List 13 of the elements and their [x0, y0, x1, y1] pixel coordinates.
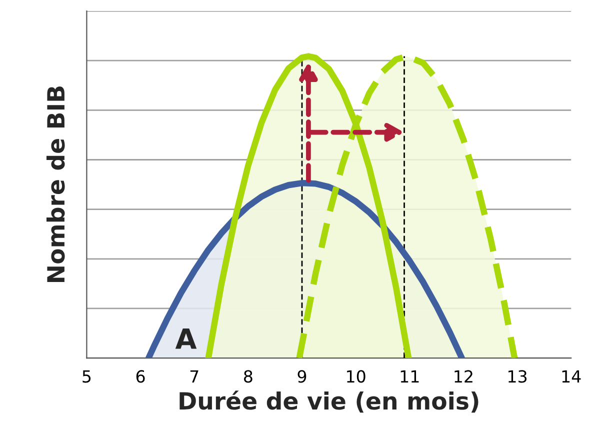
- x-tick-label: 10: [347, 370, 366, 383]
- x-tick-label: 13: [508, 370, 527, 383]
- x-tick-label: 11: [400, 370, 419, 382]
- x-tick-label: 14: [562, 370, 581, 382]
- annotation: A: [175, 328, 197, 349]
- x-tick-label: 6: [136, 370, 145, 383]
- x-tick-label: 8: [244, 370, 252, 383]
- x-tick-label: 7: [190, 370, 198, 382]
- x-tick-label: 12: [454, 370, 472, 382]
- x-axis-title: Durée de vie (en mois): [180, 390, 478, 413]
- x-tick-label: 5: [82, 370, 91, 383]
- x-tick-label: 9: [298, 370, 306, 383]
- y-axis-title: Nombre de BIB: [46, 86, 65, 282]
